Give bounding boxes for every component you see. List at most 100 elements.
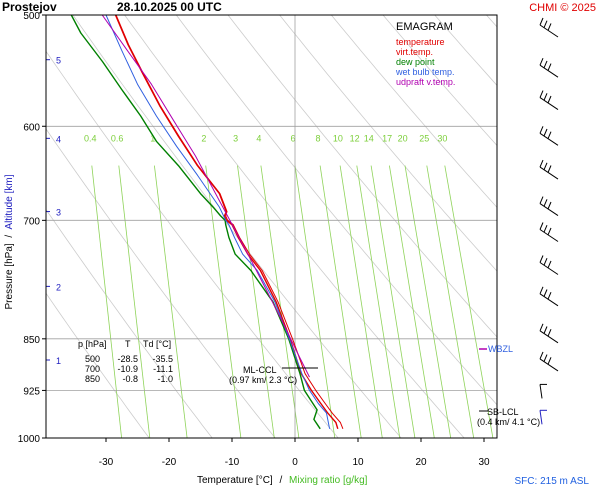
legend: EMAGRAM temperature virt.temp. dew point… (395, 21, 455, 87)
x-tick-label: 20 (415, 457, 427, 468)
x-tick-label: -20 (162, 457, 177, 468)
wbzl-label: WBZL (488, 344, 513, 354)
table-header-p: p [hPa] (78, 339, 107, 349)
mixing-ratio-line (294, 165, 336, 438)
wind-barb-icon (539, 351, 559, 372)
ml-ccl-label: ML-CCL (243, 365, 277, 375)
mixing-ratio-line (260, 165, 300, 438)
dry-adiabat-line (330, 15, 497, 209)
wind-barb-feather (543, 258, 548, 266)
dry-adiabat-line (46, 128, 276, 438)
wind-barb-feather (543, 128, 548, 137)
wind-barb-feather (543, 199, 548, 207)
table-row-t: -10.9 (117, 364, 138, 374)
table-header-td: Td [°C] (143, 339, 171, 349)
mixing-ratio-label: 12 (350, 133, 360, 143)
x-tick-label: -30 (99, 457, 114, 468)
level-table: p [hPa] T Td [°C] 500 -28.5 -35.5 700 -1… (78, 339, 173, 384)
dry-adiabat-line (486, 15, 497, 28)
wind-barb-feather (547, 63, 552, 71)
wind-barb-staff (539, 410, 543, 425)
y-tick-label: 1000 (18, 434, 41, 445)
table-row-p: 500 (85, 354, 100, 364)
altitude-tick-label: 1 (56, 356, 61, 366)
dry-adiabat-line (279, 15, 497, 272)
table-row-p: 700 (85, 364, 100, 374)
x-tick-label: -10 (225, 457, 240, 468)
wind-barb-icon (539, 196, 559, 217)
wind-barb-feather (547, 23, 552, 31)
altitude-tick-label: 2 (56, 282, 61, 292)
wind-barb-staff (539, 293, 559, 307)
dry-adiabat-line (175, 15, 497, 406)
dry-adiabat-line (382, 15, 497, 147)
wind-barb-staff (539, 229, 559, 242)
wind-barb-feather (543, 20, 548, 28)
wind-barb-icon (539, 383, 547, 399)
mixing-ratio-line (118, 165, 151, 438)
sb-lcl-label: SB-LCL (487, 407, 519, 417)
wind-barb-feather (539, 351, 544, 360)
wind-barb-staff (539, 330, 559, 344)
dry-adiabat-line (538, 15, 600, 438)
ml-ccl-annotation: ML-CCL (0.97 km/ 2.3 °C) (229, 365, 318, 385)
profile-series (70, 15, 344, 430)
wind-barb-icon (539, 409, 547, 425)
table-row-t: -0.8 (122, 374, 138, 384)
wind-barb-feather (539, 222, 544, 230)
legend-item-temperature: temperature (396, 37, 445, 47)
mixing-ratio-line (154, 165, 188, 438)
wind-barb-feather (543, 93, 548, 101)
wind-barb-feather (539, 58, 544, 66)
credit-text: CHMI © 2025 (529, 2, 596, 14)
series-line-dew-point (70, 15, 321, 430)
wind-barb-icon (539, 17, 559, 38)
x-label-separator: / (279, 475, 282, 486)
wind-barb-staff (539, 97, 559, 111)
wind-barb-feather (539, 255, 544, 263)
wind-barb-staff (539, 166, 559, 180)
altitude-tick-label: 3 (56, 208, 61, 218)
wind-barb-feather (547, 165, 552, 173)
wind-barb-feather (539, 196, 544, 204)
y-tick-label: 925 (23, 386, 40, 397)
wind-barb-icon (539, 323, 559, 344)
y-label-pressure: Pressure [hPa] (4, 243, 15, 309)
mixing-ratio-label: 4 (256, 133, 261, 143)
x-tick-label: 10 (352, 457, 364, 468)
wind-barb-feather (539, 126, 544, 134)
legend-item-wet-bulb: wet bulb temp. (395, 67, 455, 77)
wind-barb-feather (547, 292, 552, 300)
wind-barb-feather (539, 90, 544, 98)
dry-adiabat-line (434, 15, 497, 87)
wind-barb-staff (539, 203, 559, 217)
x-label-temp: Temperature [°C] (197, 475, 273, 486)
svg-text:Pressure [hPa] / A: Pressure [hPa] / Altitude [km] (4, 174, 15, 309)
mixing-ratio-line (356, 165, 401, 438)
table-row-p: 850 (85, 374, 100, 384)
legend-title: EMAGRAM (396, 21, 453, 33)
x-tick-label: 30 (478, 457, 490, 468)
wind-barb-icon (539, 159, 559, 180)
series-line-udpraft-v-temp (101, 15, 310, 378)
wind-barb-feather (539, 159, 544, 168)
mixing-ratio-line (237, 165, 275, 438)
mixing-ratio-line (404, 165, 452, 438)
y-tick-label: 850 (23, 335, 40, 346)
mixing-ratio-label: 6 (290, 133, 295, 143)
wind-barb-feather (539, 323, 544, 331)
wind-barb-staff (539, 24, 559, 38)
wind-barb-icon (539, 255, 559, 275)
wind-barb-feather (547, 329, 552, 337)
wind-barb-feather (547, 227, 552, 236)
wind-barb-icon (539, 286, 559, 307)
mixing-ratio-line (426, 165, 475, 438)
mixing-ratio-lines: 0.4 0.6 1 2 3 4 6 8 10 12 14 17 20 25 30 (84, 133, 494, 438)
altitude-tick-label: 4 (56, 134, 61, 144)
y-tick-label: 600 (23, 122, 40, 133)
table-row-td: -1.0 (157, 374, 173, 384)
x-tick-label: 0 (292, 457, 298, 468)
table-row-t: -28.5 (117, 354, 138, 364)
